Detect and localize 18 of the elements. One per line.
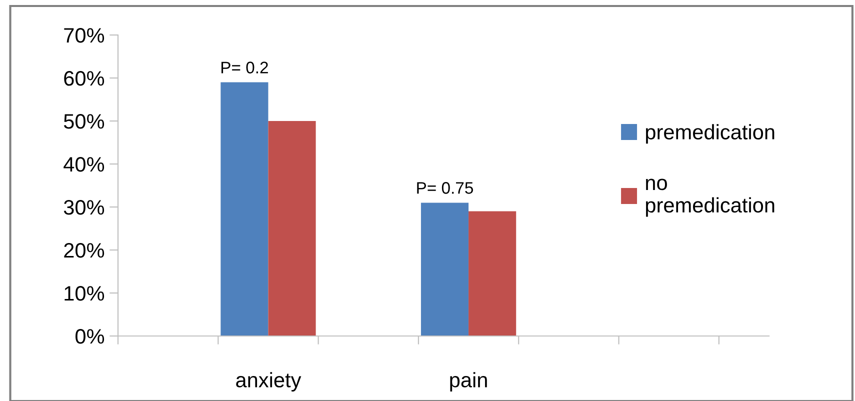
y-tick-label: 50% (64, 114, 104, 129)
bar (468, 211, 516, 336)
bar (420, 202, 469, 336)
annotation: P= 0.2 (221, 62, 268, 74)
y-tick-label: 10% (64, 286, 104, 301)
legend-label: premedication (646, 124, 774, 144)
y-tick-label: 30% (64, 200, 104, 215)
y-tick-label: 20% (64, 243, 104, 258)
annotation: P= 0.75 (417, 182, 474, 194)
y-tick-label: 70% (64, 28, 104, 43)
legend-label: no premedication (646, 178, 774, 217)
x-tick-label: anxiety (236, 372, 302, 392)
y-tick-label: 0% (76, 329, 104, 344)
bar (268, 121, 316, 336)
bar (220, 82, 268, 336)
y-tick-label: 40% (64, 157, 104, 172)
x-tick-label: pain (450, 372, 487, 392)
y-tick-label: 60% (64, 71, 104, 86)
